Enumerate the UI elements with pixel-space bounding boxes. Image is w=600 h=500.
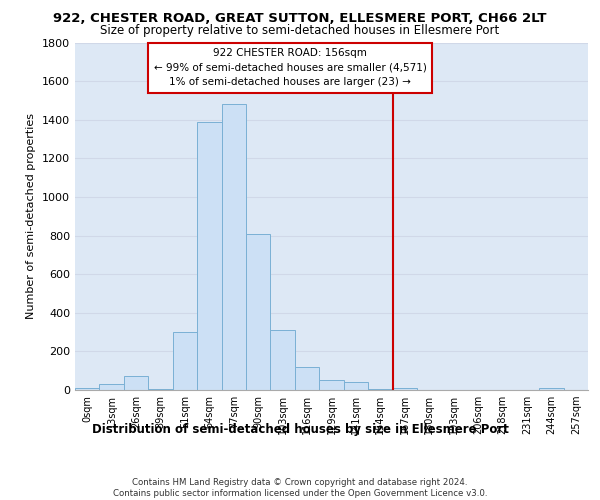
- Bar: [319, 380, 344, 390]
- Bar: [148, 389, 173, 390]
- Bar: [295, 367, 319, 390]
- Text: Contains HM Land Registry data © Crown copyright and database right 2024.
Contai: Contains HM Land Registry data © Crown c…: [113, 478, 487, 498]
- Bar: [221, 104, 246, 390]
- Bar: [124, 376, 148, 390]
- Text: 922 CHESTER ROAD: 156sqm
← 99% of semi-detached houses are smaller (4,571)
1% of: 922 CHESTER ROAD: 156sqm ← 99% of semi-d…: [154, 48, 427, 88]
- Bar: [75, 388, 100, 390]
- Text: Size of property relative to semi-detached houses in Ellesmere Port: Size of property relative to semi-detach…: [100, 24, 500, 37]
- Bar: [539, 388, 563, 390]
- Y-axis label: Number of semi-detached properties: Number of semi-detached properties: [26, 114, 37, 320]
- Bar: [100, 384, 124, 390]
- Text: 922, CHESTER ROAD, GREAT SUTTON, ELLESMERE PORT, CH66 2LT: 922, CHESTER ROAD, GREAT SUTTON, ELLESME…: [53, 12, 547, 26]
- Bar: [344, 382, 368, 390]
- Bar: [392, 388, 417, 390]
- Bar: [173, 332, 197, 390]
- Bar: [368, 389, 392, 390]
- Bar: [197, 122, 221, 390]
- Bar: [271, 330, 295, 390]
- Text: Distribution of semi-detached houses by size in Ellesmere Port: Distribution of semi-detached houses by …: [92, 422, 508, 436]
- Bar: [246, 234, 271, 390]
